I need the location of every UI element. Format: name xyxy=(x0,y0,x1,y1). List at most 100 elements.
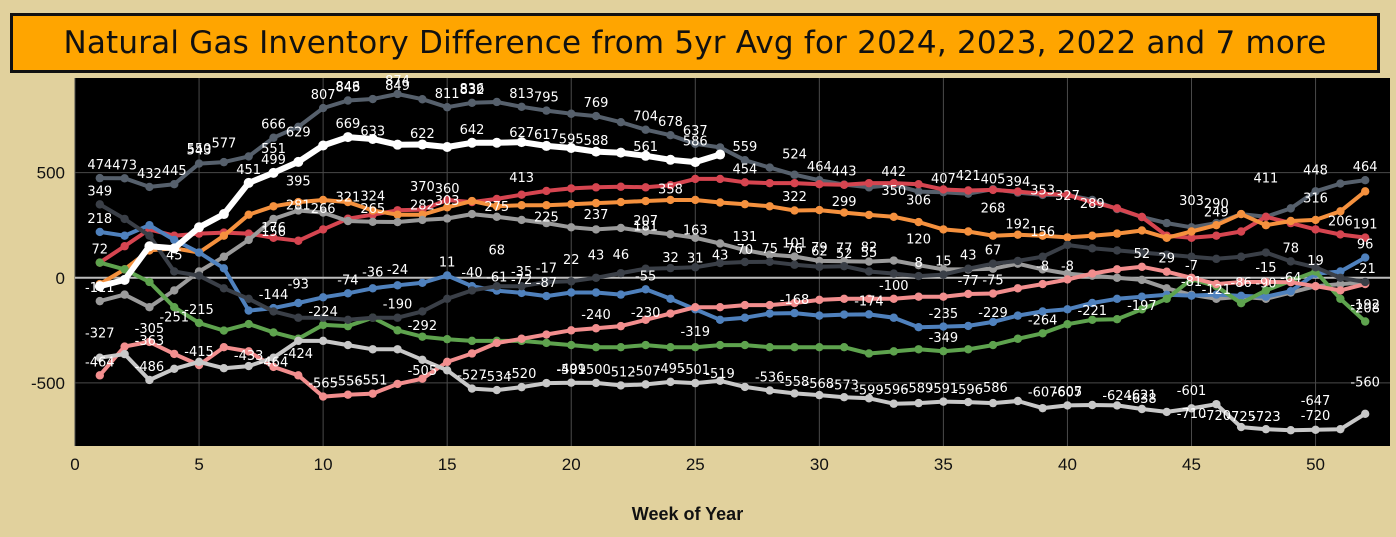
x-axis-title: Week of Year xyxy=(632,504,743,524)
series-line xyxy=(99,338,1367,433)
data-point xyxy=(765,257,774,266)
data-label: 55 xyxy=(861,246,878,261)
data-point xyxy=(1088,244,1097,253)
data-point xyxy=(691,263,700,272)
data-label: 370 xyxy=(410,180,435,195)
data-point xyxy=(691,195,700,205)
data-point xyxy=(988,289,998,298)
data-label: 637 xyxy=(683,124,708,139)
data-point xyxy=(542,277,551,287)
data-label: -305 xyxy=(135,322,165,337)
data-point xyxy=(815,295,824,305)
series-lines xyxy=(94,89,1370,435)
data-label: 678 xyxy=(658,115,683,130)
data-label: -415 xyxy=(184,345,214,360)
data-label: -534 xyxy=(482,370,512,385)
data-label: 192 xyxy=(1005,217,1030,232)
data-label: 181 xyxy=(633,220,658,235)
data-point xyxy=(665,154,676,165)
data-label: 666 xyxy=(261,118,286,133)
data-point xyxy=(1286,257,1295,266)
data-point xyxy=(219,264,229,273)
y-tick-label: -500 xyxy=(31,374,65,393)
data-point xyxy=(1236,422,1246,432)
x-tick-label: 40 xyxy=(1058,455,1077,474)
data-point xyxy=(567,223,576,232)
data-label: -64 xyxy=(1280,271,1301,286)
data-point xyxy=(95,371,105,380)
data-point xyxy=(914,292,923,301)
data-label: -499 xyxy=(556,363,586,378)
data-point xyxy=(542,291,551,301)
x-tick-label: 25 xyxy=(686,455,705,474)
data-label: 120 xyxy=(906,233,931,248)
data-label: 72 xyxy=(92,243,109,258)
data-point xyxy=(740,178,750,187)
data-point xyxy=(765,300,774,310)
data-point xyxy=(567,288,576,297)
data-point xyxy=(567,277,576,286)
data-point xyxy=(864,210,874,220)
data-point xyxy=(1088,231,1097,240)
data-point xyxy=(170,349,179,359)
data-point xyxy=(145,277,154,287)
data-point xyxy=(318,293,328,302)
data-point xyxy=(1137,226,1147,235)
data-point xyxy=(691,233,700,243)
data-label: 350 xyxy=(881,184,906,199)
data-point xyxy=(964,397,973,407)
series-line xyxy=(99,208,1366,310)
data-point xyxy=(417,139,428,150)
data-label: 299 xyxy=(832,195,857,210)
data-label: 443 xyxy=(832,165,857,180)
data-point xyxy=(567,184,576,193)
data-label: -240 xyxy=(581,308,611,323)
data-point xyxy=(542,218,551,228)
data-point xyxy=(145,231,154,240)
data-label: -601 xyxy=(1177,384,1207,399)
data-point xyxy=(616,290,626,299)
data-label: 454 xyxy=(732,162,757,177)
data-point xyxy=(467,286,477,295)
data-label: 622 xyxy=(410,127,435,142)
data-point xyxy=(95,258,105,267)
data-point xyxy=(591,198,601,208)
data-point xyxy=(145,303,154,312)
data-point xyxy=(1336,179,1345,188)
data-point xyxy=(790,308,799,318)
data-label: 207 xyxy=(633,214,658,229)
data-point xyxy=(914,260,923,270)
data-point xyxy=(1311,263,1320,272)
x-tick-label: 35 xyxy=(934,455,953,474)
data-label: -560 xyxy=(1350,376,1380,391)
data-point xyxy=(815,179,824,189)
data-label: 451 xyxy=(236,163,261,178)
data-point xyxy=(442,294,452,303)
data-point xyxy=(194,357,204,367)
data-point xyxy=(1088,400,1097,410)
data-point xyxy=(418,374,427,383)
data-point xyxy=(616,342,626,352)
data-point xyxy=(244,347,253,356)
data-label: 551 xyxy=(261,142,286,157)
data-point xyxy=(889,269,898,278)
data-point xyxy=(1311,215,1320,225)
data-label: 225 xyxy=(534,210,559,225)
data-point xyxy=(988,398,998,408)
data-label: 595 xyxy=(559,133,584,148)
data-point xyxy=(715,258,725,268)
data-point xyxy=(591,342,601,352)
data-point xyxy=(1112,401,1122,410)
data-point xyxy=(988,231,998,240)
data-point xyxy=(765,342,774,352)
data-point xyxy=(790,260,799,269)
data-label: -568 xyxy=(805,377,835,392)
data-label: -77 xyxy=(958,274,979,289)
x-tick-label: 0 xyxy=(70,455,79,474)
data-point xyxy=(268,167,279,178)
data-point xyxy=(95,296,105,306)
data-point xyxy=(715,198,725,207)
data-point xyxy=(1261,221,1271,230)
data-label: 43 xyxy=(588,249,605,264)
data-point xyxy=(368,206,377,215)
